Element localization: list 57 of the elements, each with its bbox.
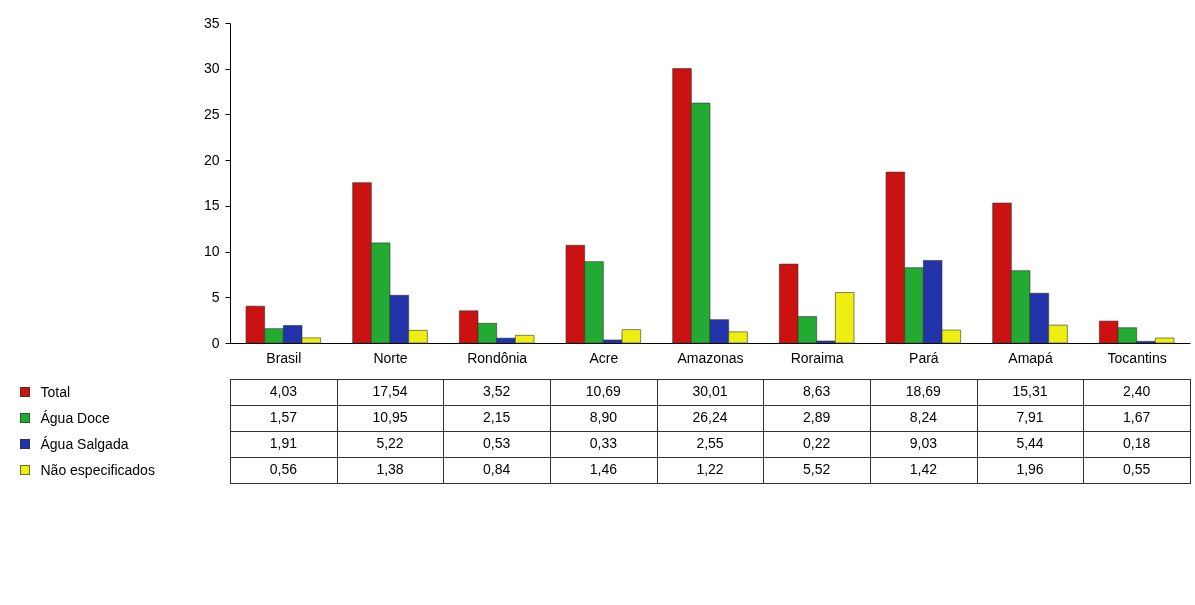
y-tick-label: 30 [203,60,220,77]
y-tick-label: 20 [203,151,220,168]
legend-label: Total [40,383,71,400]
data-label: 5,52 [803,461,831,477]
data-label: 1,38 [376,461,404,477]
y-tick-label: 0 [211,334,220,351]
data-label: 1,57 [269,409,298,425]
data-label: 0,56 [269,461,298,477]
x-tick-label: Rondônia [467,349,528,366]
legend-label: Água Salgada [40,435,129,452]
data-label: 5,44 [1016,435,1044,451]
data-label: 8,90 [589,409,618,425]
x-tick-label: Amazonas [677,349,744,366]
data-label: 2,15 [483,409,511,425]
data-label: 15,31 [1012,383,1048,399]
data-label: 1,22 [696,461,724,477]
data-label: 3,52 [483,383,511,399]
data-label: 18,69 [905,383,942,399]
data-label: 4,03 [269,383,298,399]
x-tick-label: Roraima [790,349,844,366]
data-label: 0,53 [483,435,511,451]
data-label: 0,18 [1123,435,1151,451]
x-tick-label: Amapá [1008,349,1053,366]
data-label: 0,84 [483,461,511,477]
data-label: 1,46 [589,461,618,477]
data-label: 9,03 [909,435,938,451]
legend-label: Não especificados [40,461,155,478]
x-tick-label: Norte [373,349,408,366]
data-label: 10,69 [585,383,622,399]
x-tick-label: Pará [909,349,939,366]
data-label: 26,24 [692,409,728,425]
data-label: 1,96 [1016,461,1044,477]
data-label: 30,01 [692,383,728,399]
x-tick-label: Tocantins [1107,349,1167,366]
legend-label: Água Doce [40,409,110,426]
y-tick-label: 10 [203,243,220,260]
y-tick-label: 35 [203,14,220,31]
x-tick-label: Brasil [266,349,302,366]
data-label: 0,55 [1123,461,1151,477]
x-tick-label: Acre [589,349,619,366]
data-label: 2,89 [803,409,831,425]
y-tick-label: 15 [203,197,220,214]
data-label: 2,40 [1123,383,1151,399]
y-tick-label: 5 [211,288,220,305]
data-label: 8,24 [909,409,938,425]
data-label: 2,55 [696,435,724,451]
data-label: 5,22 [376,435,404,451]
data-label: 0,33 [589,435,618,451]
data-label: 1,67 [1123,409,1151,425]
data-label: 8,63 [803,383,831,399]
data-label: 1,91 [269,435,298,451]
y-tick-label: 25 [203,105,220,122]
data-label: 17,54 [372,383,408,399]
data-label: 1,42 [909,461,938,477]
data-label: 7,91 [1016,409,1044,425]
data-label: 0,22 [803,435,831,451]
data-label: 10,95 [372,409,408,425]
